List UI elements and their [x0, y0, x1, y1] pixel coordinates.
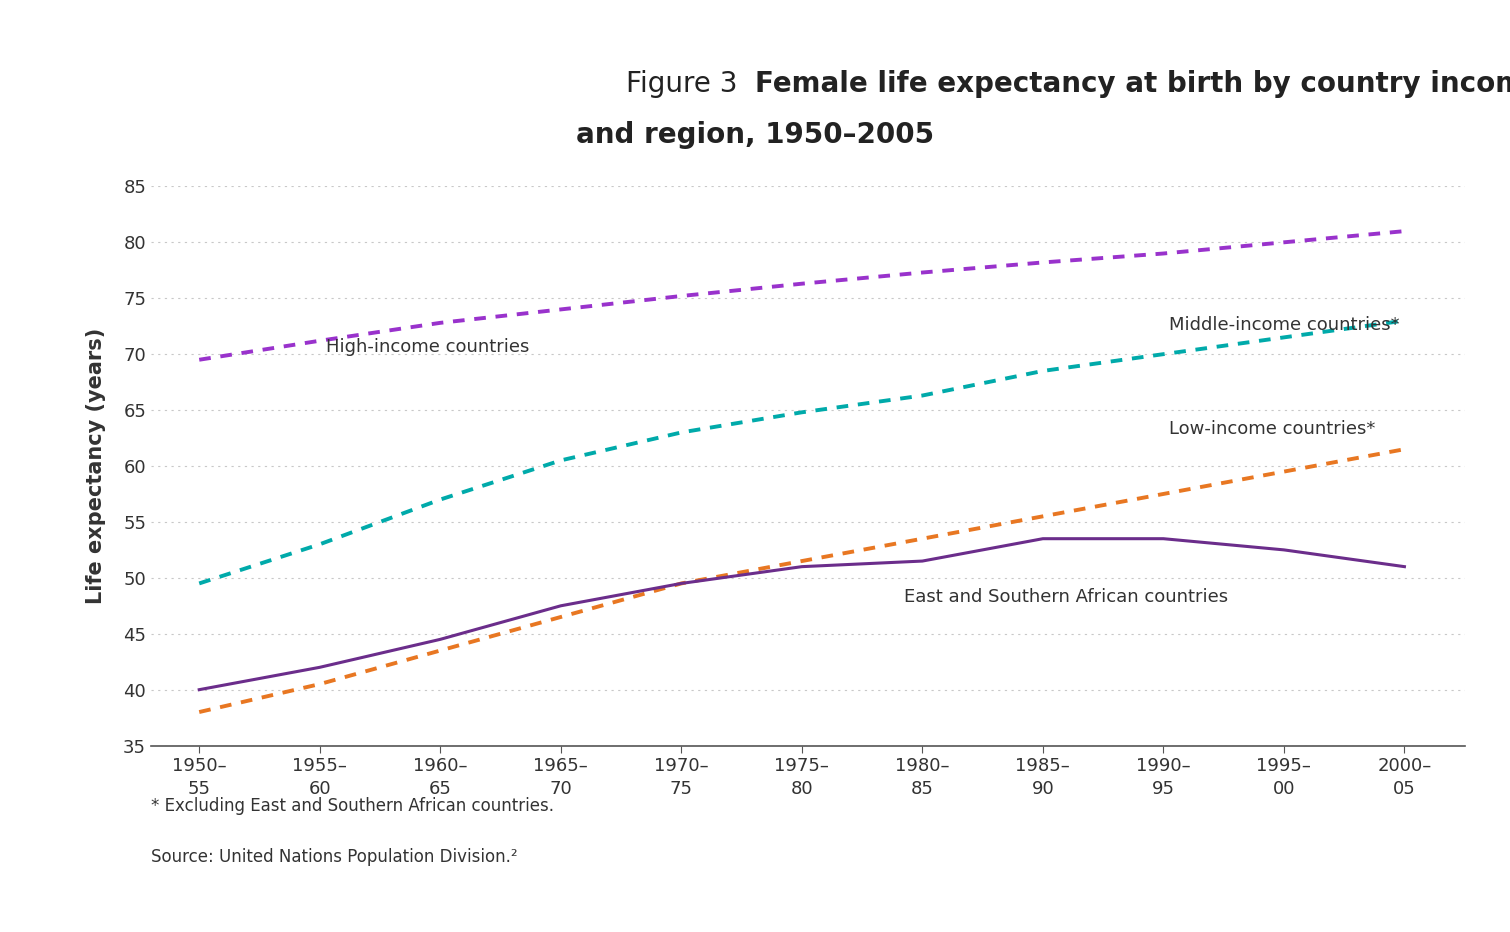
Text: High-income countries: High-income countries: [326, 338, 528, 356]
Text: Figure 3: Figure 3: [625, 70, 755, 98]
Text: East and Southern African countries: East and Southern African countries: [904, 588, 1229, 606]
Text: Female life expectancy at birth by country income group: Female life expectancy at birth by count…: [755, 70, 1510, 98]
Text: Middle-income countries*: Middle-income countries*: [1169, 316, 1400, 334]
Text: Low-income countries*: Low-income countries*: [1169, 420, 1376, 438]
Y-axis label: Life expectancy (years): Life expectancy (years): [86, 328, 107, 604]
Text: * Excluding East and Southern African countries.: * Excluding East and Southern African co…: [151, 797, 554, 815]
Text: and region, 1950–2005: and region, 1950–2005: [575, 121, 935, 149]
Text: Source: United Nations Population Division.²: Source: United Nations Population Divisi…: [151, 848, 518, 866]
